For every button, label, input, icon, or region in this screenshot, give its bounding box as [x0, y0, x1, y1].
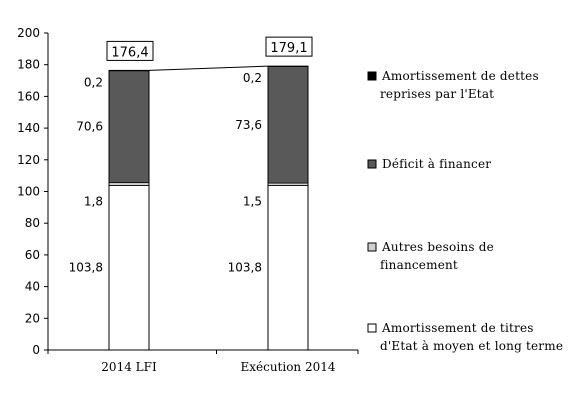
bar-segment: [267, 66, 309, 184]
bar-segment: [108, 70, 150, 184]
legend-label: d'Etat à moyen et long terme: [380, 339, 563, 353]
total-box: [265, 36, 313, 57]
bar-segment: [108, 185, 150, 351]
y-tick-label: 100: [17, 185, 40, 199]
bar-segment: [108, 182, 150, 186]
x-category-label: 2014 LFI: [101, 360, 157, 374]
data-labels: 103,8 1,8 70,6 0,2 103,8 1,5 73,6 0,2 176,4 179,1: [69, 36, 313, 275]
y-tick-label: 180: [17, 58, 40, 72]
data-label: 1,5: [243, 194, 262, 208]
total-label: 176,4: [111, 45, 148, 60]
legend-label: Autres besoins de: [381, 240, 494, 254]
bar-segment: [267, 185, 309, 351]
legend-label: Déficit à financer: [382, 157, 491, 171]
data-label: 70,6: [76, 120, 103, 134]
axes: 0 20 40 60 80 100 120 140 160 180 200 2014 LFI Exécu…: [17, 26, 359, 374]
data-label: 1,8: [84, 194, 103, 208]
data-label: 0,2: [243, 71, 262, 85]
y-tick-label: 20: [25, 311, 40, 325]
y-tick-label: 120: [17, 153, 40, 167]
connector-line: [148, 65, 269, 71]
legend-swatch: [367, 323, 377, 333]
legend-swatch: [367, 159, 377, 169]
bars: [108, 65, 309, 351]
total-box: [106, 40, 154, 61]
y-tick-label: 200: [17, 26, 40, 40]
y-tick-label: 40: [25, 280, 40, 294]
data-label: 0,2: [84, 75, 103, 89]
legend-label: financement: [380, 258, 458, 272]
legend-label: Amortissement de dettes: [381, 69, 539, 83]
y-tick-label: 60: [25, 248, 40, 262]
legend-swatch: [367, 242, 377, 252]
legend-label: reprises par l'Etat: [380, 87, 494, 101]
legend-swatch: [367, 71, 377, 81]
y-tick-label: 140: [17, 121, 40, 135]
x-category-label: Exécution 2014: [240, 360, 335, 374]
data-label: 103,8: [228, 261, 262, 275]
bar-outline: [108, 69, 150, 351]
y-tick-label: 80: [25, 216, 40, 230]
data-label: 73,6: [235, 118, 262, 132]
total-label: 179,1: [270, 41, 307, 56]
y-tick-label: 0: [32, 343, 40, 357]
legend-label: Amortissement de titres: [381, 321, 534, 335]
data-label: 103,8: [69, 261, 103, 275]
bar-outline: [267, 65, 309, 351]
y-tick-label: 160: [17, 89, 40, 103]
legend: Amortissement de dettes reprises par l'Et…: [367, 69, 563, 353]
